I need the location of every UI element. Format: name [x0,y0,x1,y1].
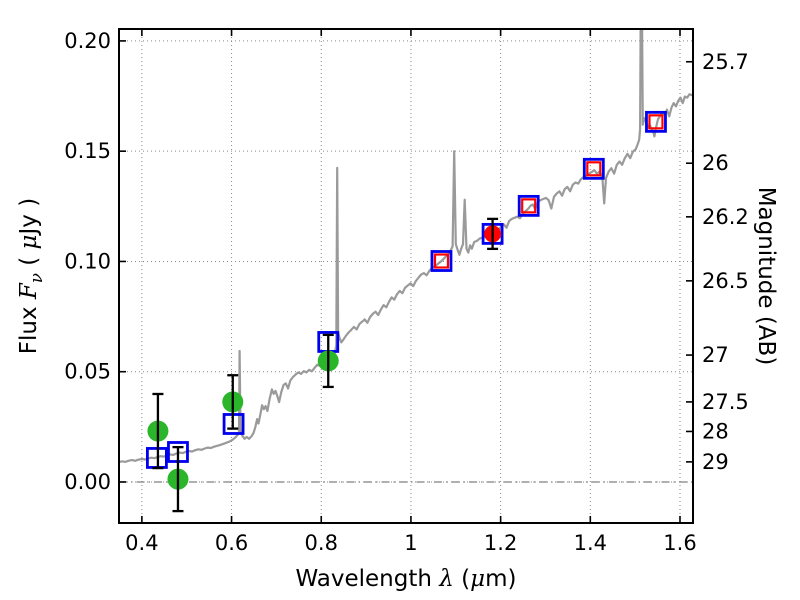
y-axis-label-magnitude: Magnitude (AB) [753,187,779,366]
axis-label-segment: λ [438,566,454,592]
magnitude-tick-label: 29 [702,450,729,474]
magnitude-tick-label: 26.5 [702,269,749,293]
flux-tick-label: 0.10 [64,249,111,273]
flux-tick-label: 0.15 [64,139,111,163]
red-open-square-model-photometry-marker [586,161,602,177]
magnitude-tick-label: 27.5 [702,390,749,414]
axis-label-segment: Jy ) [16,198,42,237]
y-axis-label-flux: Flux Fν ( μJy ) [16,198,46,354]
x-tick-label: 1 [404,531,417,555]
axis-label-segment: ( [16,249,42,273]
magnitude-tick-label: 27 [702,343,729,367]
axis-label-segment: F [16,282,42,300]
axis-label-segment: Wavelength [296,566,440,592]
magnitude-tick-label: 26 [702,151,729,175]
ticks [119,29,693,523]
axis-label-segment: Flux [16,299,42,354]
x-tick-label: 1.2 [484,531,517,555]
axis-label-segment: μ [16,234,42,249]
magnitude-tick-label: 26.2 [702,205,749,229]
flux-tick-label: 0.20 [64,29,111,53]
axis-label-segment: ν [27,273,46,283]
magnitude-tick-label: 28 [702,419,729,443]
x-tick-label: 1.6 [663,531,696,555]
axis-label-segment: m) [485,566,516,592]
model-spectrum [119,29,693,464]
x-tick-label: 0.4 [125,531,158,555]
blue-open-square-photometry-marker [645,110,667,133]
flux-tick-label: 0.00 [64,470,111,494]
x-tick-label: 0.8 [305,531,338,555]
red-open-square-model-photometry-marker [521,198,537,214]
x-tick-label: 1.4 [574,531,607,555]
error-bars [152,217,499,513]
axis-label-segment: ( [454,566,470,592]
red-open-square-model-photometry-marker [648,114,664,130]
red-open-square-model-photometry-marker [433,253,450,269]
axis-label-segment: μ [470,566,485,592]
axes-frame [118,28,694,524]
blue-open-square-photometry-marker [517,194,540,217]
x-axis-label: Wavelength λ (μm) [296,566,517,592]
flux-tick-label: 0.05 [64,360,111,384]
axis-label-segment: Magnitude (AB) [753,187,779,366]
blue-open-square-photometry-marker [582,157,605,180]
blue-open-square-photometry-marker [430,250,453,272]
x-tick-label: 0.6 [215,531,248,555]
magnitude-tick-label: 25.7 [702,50,749,74]
